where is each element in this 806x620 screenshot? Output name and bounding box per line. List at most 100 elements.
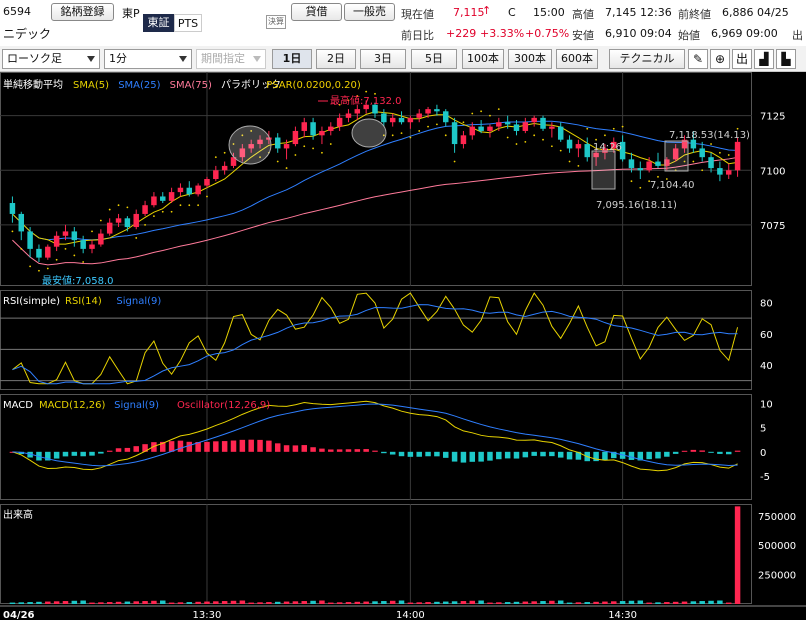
candle-body bbox=[133, 213, 139, 228]
up-arrow-icon: ↑ bbox=[482, 4, 492, 17]
chart-area[interactable]: 04/26 13:30 14:00 14:30 7125 7100 7075 最高値:7,13… bbox=[0, 72, 806, 620]
candle-body bbox=[142, 205, 148, 214]
macd-oscillator-bar bbox=[142, 444, 148, 452]
lending-button[interactable]: 貸借 bbox=[291, 3, 342, 21]
exchange-tse-tab[interactable]: 東証 bbox=[143, 14, 174, 32]
range-button-2[interactable]: 2日 bbox=[316, 49, 356, 69]
macd-oscillator-bar bbox=[354, 449, 361, 452]
psar-dot bbox=[188, 204, 191, 207]
volume-bar bbox=[619, 601, 626, 604]
rsi-tick-label: 40 bbox=[760, 361, 773, 372]
range-button-6[interactable]: 300本 bbox=[508, 49, 552, 69]
candle-body bbox=[566, 139, 573, 149]
zoom-icon[interactable]: ⊕ bbox=[710, 49, 730, 69]
macd-oscillator-bar bbox=[124, 447, 131, 452]
macd-oscillator-bar bbox=[274, 443, 281, 452]
psar-dot bbox=[480, 110, 483, 113]
volume-bar bbox=[575, 602, 582, 604]
macd-oscillator-bar bbox=[230, 440, 237, 452]
volume-bar bbox=[513, 601, 520, 604]
psar-dot bbox=[471, 112, 474, 115]
candle-body bbox=[425, 109, 431, 114]
macd-oscillator-bar bbox=[496, 451, 502, 460]
technical-button[interactable]: テクニカル bbox=[609, 49, 685, 69]
line-chart-icon[interactable]: ▙ bbox=[776, 49, 796, 69]
candle-body bbox=[177, 187, 184, 193]
psar-dot bbox=[38, 269, 40, 272]
volume-bar bbox=[204, 601, 210, 604]
macd-oscillator-bar bbox=[531, 451, 537, 456]
macd-oscillator-bar bbox=[434, 451, 440, 457]
range-button-5[interactable]: 100本 bbox=[462, 49, 504, 69]
current-price-label: 現在値 bbox=[401, 8, 434, 21]
macd-oscillator-bar bbox=[98, 451, 104, 454]
x-tick-label: 14:00 bbox=[396, 610, 425, 620]
register-button[interactable]: 銘柄登録 bbox=[51, 3, 114, 21]
volume-bar bbox=[168, 602, 175, 604]
psar-dot bbox=[550, 145, 553, 148]
rsi-panel-title: RSI(simple) bbox=[3, 296, 60, 307]
psar-dot bbox=[259, 156, 261, 159]
macd-oscillator-bar bbox=[177, 440, 184, 452]
volume-bar bbox=[310, 600, 316, 604]
volume-bar bbox=[584, 602, 590, 604]
chart-type-value: ローソク足 bbox=[7, 52, 62, 65]
volume-bar bbox=[239, 600, 246, 604]
macd-oscillator-bar bbox=[504, 451, 511, 459]
psar-dot bbox=[710, 143, 712, 145]
candle-body bbox=[593, 152, 599, 158]
macd-oscillator-bar bbox=[407, 451, 414, 457]
macd-oscillator-bar bbox=[416, 451, 422, 457]
macd-oscillator-bar bbox=[717, 451, 723, 454]
chart-type-select[interactable]: ローソク足 bbox=[2, 49, 100, 69]
volume-bar bbox=[274, 601, 281, 604]
candle-body bbox=[274, 137, 281, 149]
period-select[interactable]: 期間指定 bbox=[196, 49, 266, 69]
chart-canvas[interactable]: 04/26 13:30 14:00 14:30 7125 7100 7075 最高値:7,13… bbox=[0, 72, 806, 620]
bar-chart-icon[interactable]: 出 bbox=[732, 49, 752, 69]
exchange-pts-tab[interactable]: PTS bbox=[174, 14, 202, 32]
psar-dot bbox=[665, 178, 668, 180]
candle-body bbox=[98, 233, 104, 245]
volume-bar bbox=[628, 600, 635, 604]
interval-select[interactable]: 1分 bbox=[104, 49, 192, 69]
range-button-3[interactable]: 3日 bbox=[360, 49, 406, 69]
x-tick-label: 13:30 bbox=[193, 610, 222, 620]
volume-bar bbox=[389, 600, 396, 604]
volume-bar bbox=[248, 602, 254, 604]
candle-body bbox=[469, 126, 476, 136]
volume-bar bbox=[106, 602, 113, 604]
candle-body bbox=[717, 168, 723, 175]
candle-body bbox=[248, 144, 254, 149]
candle-body bbox=[699, 148, 705, 158]
volume-bar bbox=[283, 601, 290, 604]
volume-bar bbox=[566, 602, 573, 604]
pencil-icon[interactable]: ✎ bbox=[688, 49, 708, 69]
psar-dot bbox=[347, 99, 350, 102]
candle-body bbox=[628, 159, 635, 169]
range-button-7[interactable]: 600本 bbox=[556, 49, 598, 69]
volume-bar bbox=[177, 602, 184, 604]
range-button-1[interactable]: 1日 bbox=[272, 49, 312, 69]
candle-body bbox=[160, 196, 166, 201]
area-chart-icon[interactable]: ▟ bbox=[754, 49, 774, 69]
psar-dot bbox=[718, 151, 721, 154]
volume-bar bbox=[363, 601, 369, 604]
psar-dot bbox=[639, 186, 642, 189]
psar-dot bbox=[515, 143, 518, 145]
macd-line bbox=[12, 400, 738, 472]
quote-header: 6594 ニデック 銘柄登録 東P 東証 PTS 決算 貸借 一般売 現在値 7… bbox=[0, 0, 806, 46]
volume-bar bbox=[257, 602, 263, 604]
time-marker-label: 14:26 bbox=[593, 142, 622, 153]
candle-body bbox=[151, 196, 157, 206]
range-button-4[interactable]: 5日 bbox=[411, 49, 457, 69]
psar-dot bbox=[321, 151, 323, 154]
psar-dot bbox=[82, 261, 85, 263]
stock-name: ニデック bbox=[3, 27, 52, 41]
candle-body bbox=[637, 168, 644, 171]
volume-bar bbox=[646, 602, 652, 604]
kessan-badge[interactable]: 決算 bbox=[266, 15, 286, 29]
macd-oscillator-bar bbox=[549, 451, 555, 457]
general-margin-button[interactable]: 一般売 bbox=[344, 3, 395, 21]
panel-border-4 bbox=[0, 504, 752, 604]
